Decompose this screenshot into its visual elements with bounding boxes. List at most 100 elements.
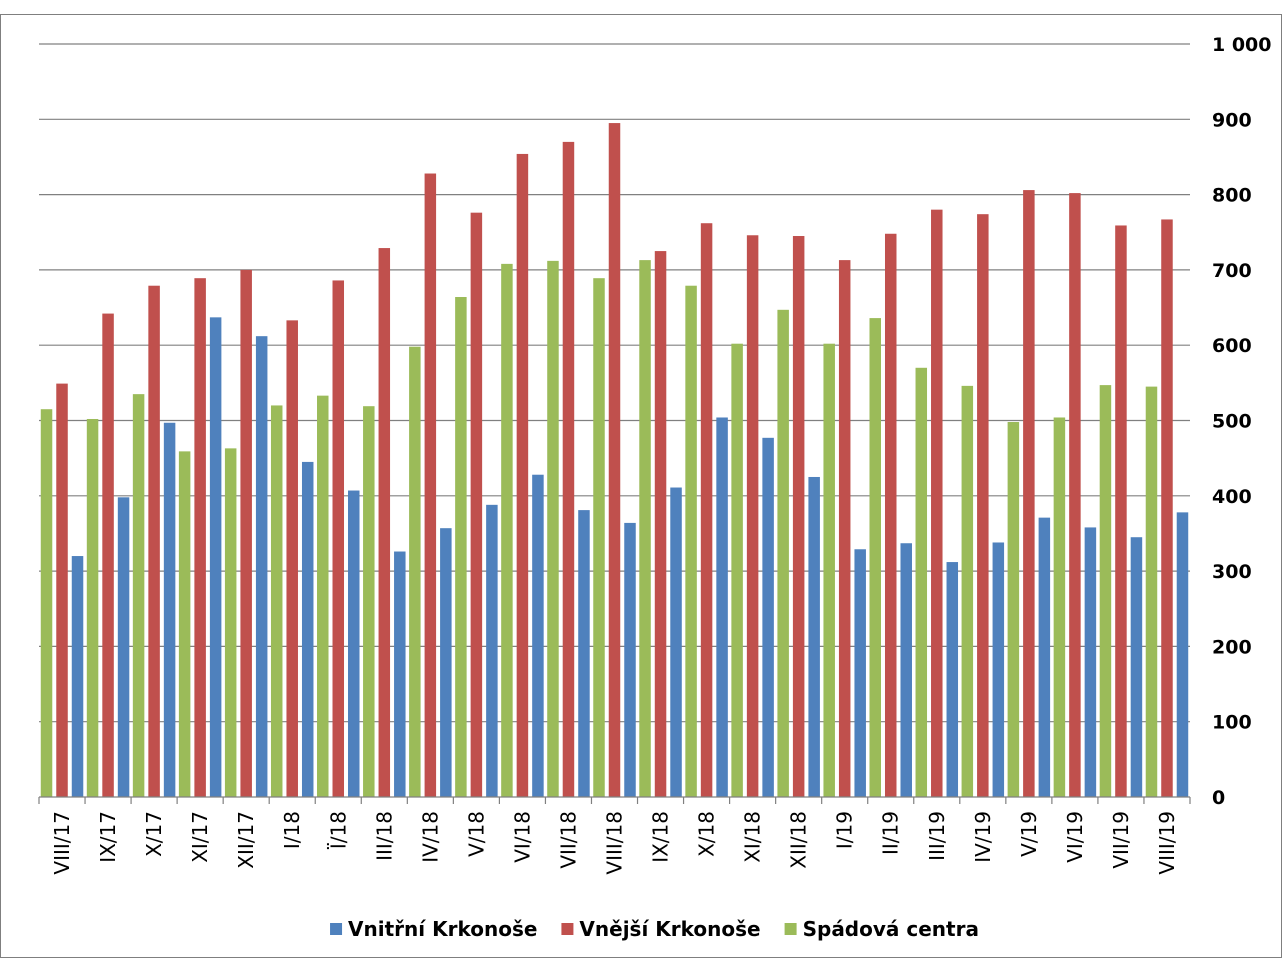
y-tick-label: 400 bbox=[1212, 486, 1252, 508]
bar bbox=[209, 317, 222, 797]
y-tick-label: 500 bbox=[1212, 411, 1252, 433]
bar bbox=[394, 551, 406, 797]
x-tick-label: IV/19 bbox=[971, 811, 995, 863]
bar bbox=[639, 260, 651, 798]
bar bbox=[1038, 517, 1051, 797]
bar bbox=[915, 367, 928, 797]
x-tick-label: V/18 bbox=[464, 811, 488, 857]
bar bbox=[1115, 225, 1127, 797]
bar bbox=[378, 248, 391, 798]
bar bbox=[823, 343, 835, 797]
bar bbox=[163, 422, 176, 797]
bar bbox=[578, 510, 590, 797]
bar bbox=[194, 278, 206, 798]
bar bbox=[440, 528, 452, 797]
bar bbox=[562, 141, 575, 797]
bar bbox=[670, 487, 682, 797]
bar bbox=[624, 522, 636, 797]
bar bbox=[777, 309, 789, 797]
bar bbox=[255, 336, 268, 797]
bar bbox=[838, 260, 851, 798]
legend-swatch bbox=[561, 923, 574, 935]
bar bbox=[685, 285, 697, 797]
x-tick-label: VII/18 bbox=[556, 811, 580, 869]
bar bbox=[946, 562, 959, 797]
bar bbox=[746, 235, 759, 798]
bar bbox=[348, 490, 360, 797]
y-tick-label: 200 bbox=[1212, 636, 1252, 658]
bar bbox=[148, 285, 160, 797]
bar bbox=[808, 476, 820, 797]
bar bbox=[593, 278, 605, 798]
legend-item: Spádová centra bbox=[784, 917, 979, 941]
legend-swatch bbox=[784, 923, 797, 935]
bar bbox=[716, 417, 728, 797]
x-tick-label: VI/19 bbox=[1063, 811, 1087, 863]
bar bbox=[869, 318, 881, 797]
bar bbox=[977, 214, 989, 798]
bar bbox=[424, 173, 437, 798]
bar bbox=[224, 448, 237, 797]
bar bbox=[532, 474, 544, 797]
bar bbox=[1161, 219, 1173, 798]
x-tick-label: I/18 bbox=[280, 811, 304, 849]
bar bbox=[332, 280, 345, 797]
bar bbox=[317, 395, 329, 797]
x-tick-label: II/19 bbox=[879, 811, 903, 855]
bar bbox=[1130, 537, 1143, 797]
x-tick-label: IX/18 bbox=[649, 811, 673, 863]
y-tick-label: 700 bbox=[1212, 260, 1252, 282]
x-tick-label: VII/19 bbox=[1109, 811, 1133, 869]
bar bbox=[654, 251, 667, 797]
bar bbox=[992, 542, 1005, 797]
bar bbox=[501, 263, 513, 798]
bar bbox=[409, 346, 421, 797]
bar bbox=[40, 409, 53, 797]
x-axis-tick-labels: VIII/17 IX/17 X/17 XI/17 XII/17 I/18 Ï/18 III/1… bbox=[50, 811, 1179, 875]
x-tick-label: III/19 bbox=[925, 811, 949, 861]
x-tick-label: VIII/19 bbox=[1155, 811, 1179, 875]
legend: Vnitřní Krkonoše Vnější Krkonoše Spádová c… bbox=[330, 917, 979, 941]
legend-label: Vnější Krkonoše bbox=[579, 917, 760, 941]
bar bbox=[486, 504, 498, 797]
bar bbox=[884, 233, 897, 798]
y-tick-label: 1 000 bbox=[1212, 34, 1272, 56]
x-tick-label: I/19 bbox=[833, 811, 857, 849]
bar bbox=[178, 451, 191, 797]
bar bbox=[792, 236, 805, 797]
bar bbox=[961, 385, 974, 797]
y-tick-label: 800 bbox=[1212, 185, 1252, 207]
x-tick-label: VIII/18 bbox=[603, 811, 627, 875]
bar bbox=[240, 269, 252, 797]
bar bbox=[1084, 527, 1097, 797]
bar bbox=[363, 406, 375, 797]
y-tick-label: 100 bbox=[1212, 712, 1252, 734]
x-tick-label: V/19 bbox=[1017, 811, 1041, 857]
y-tick-label: 600 bbox=[1212, 335, 1252, 357]
x-tick-label: VI/18 bbox=[510, 811, 534, 863]
bar bbox=[931, 209, 943, 797]
legend-item: Vnitřní Krkonoše bbox=[330, 917, 537, 941]
bar bbox=[56, 383, 68, 797]
bar bbox=[470, 212, 483, 797]
bar bbox=[1145, 386, 1158, 797]
bars bbox=[40, 123, 1189, 798]
x-tick-label: X/17 bbox=[142, 811, 166, 857]
bar bbox=[547, 260, 559, 797]
y-tick-label: 300 bbox=[1212, 561, 1252, 583]
x-tick-label: III/18 bbox=[372, 811, 396, 861]
bar bbox=[900, 543, 912, 797]
bar bbox=[132, 394, 145, 797]
x-tick-label: XII/18 bbox=[787, 811, 811, 869]
x-tick-label: XII/17 bbox=[234, 811, 258, 869]
bar bbox=[117, 497, 130, 797]
x-tick-label: XI/17 bbox=[188, 811, 212, 863]
legend-item: Vnější Krkonoše bbox=[561, 917, 761, 941]
y-tick-label: 900 bbox=[1212, 109, 1252, 131]
x-tick-label: IV/18 bbox=[418, 811, 442, 863]
bar bbox=[270, 405, 283, 797]
bar bbox=[455, 297, 467, 797]
bar bbox=[516, 153, 529, 798]
legend-swatch bbox=[330, 923, 343, 935]
bar bbox=[102, 313, 114, 797]
